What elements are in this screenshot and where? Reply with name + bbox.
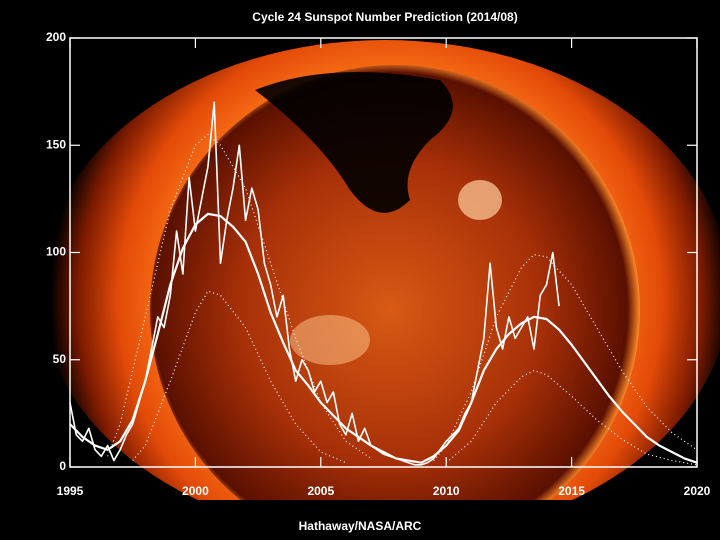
y-tick-label: 200 [46, 30, 66, 44]
data-line [69, 212, 698, 464]
x-tick-label: 2000 [182, 484, 209, 498]
y-tick-label: 0 [59, 459, 66, 473]
bound-line [107, 133, 372, 459]
sun-disk [150, 65, 640, 540]
credit: Hathaway/NASA/ARC [299, 519, 422, 533]
active-region [290, 315, 370, 365]
active-region [458, 180, 502, 220]
y-tick-label: 150 [46, 137, 66, 151]
x-tick-label: 1995 [57, 484, 84, 498]
coronal-hole [255, 72, 453, 213]
y-tick-label: 100 [46, 245, 66, 259]
chart-title: Cycle 24 Sunspot Number Prediction (2014… [252, 10, 517, 24]
footer-band [0, 500, 720, 540]
x-tick-label: 2010 [433, 484, 460, 498]
data-line [69, 101, 560, 466]
x-tick-label: 2020 [684, 484, 711, 498]
x-tick-label: 2015 [558, 484, 585, 498]
y-tick-label: 50 [53, 352, 67, 366]
x-tick-label: 2005 [307, 484, 334, 498]
